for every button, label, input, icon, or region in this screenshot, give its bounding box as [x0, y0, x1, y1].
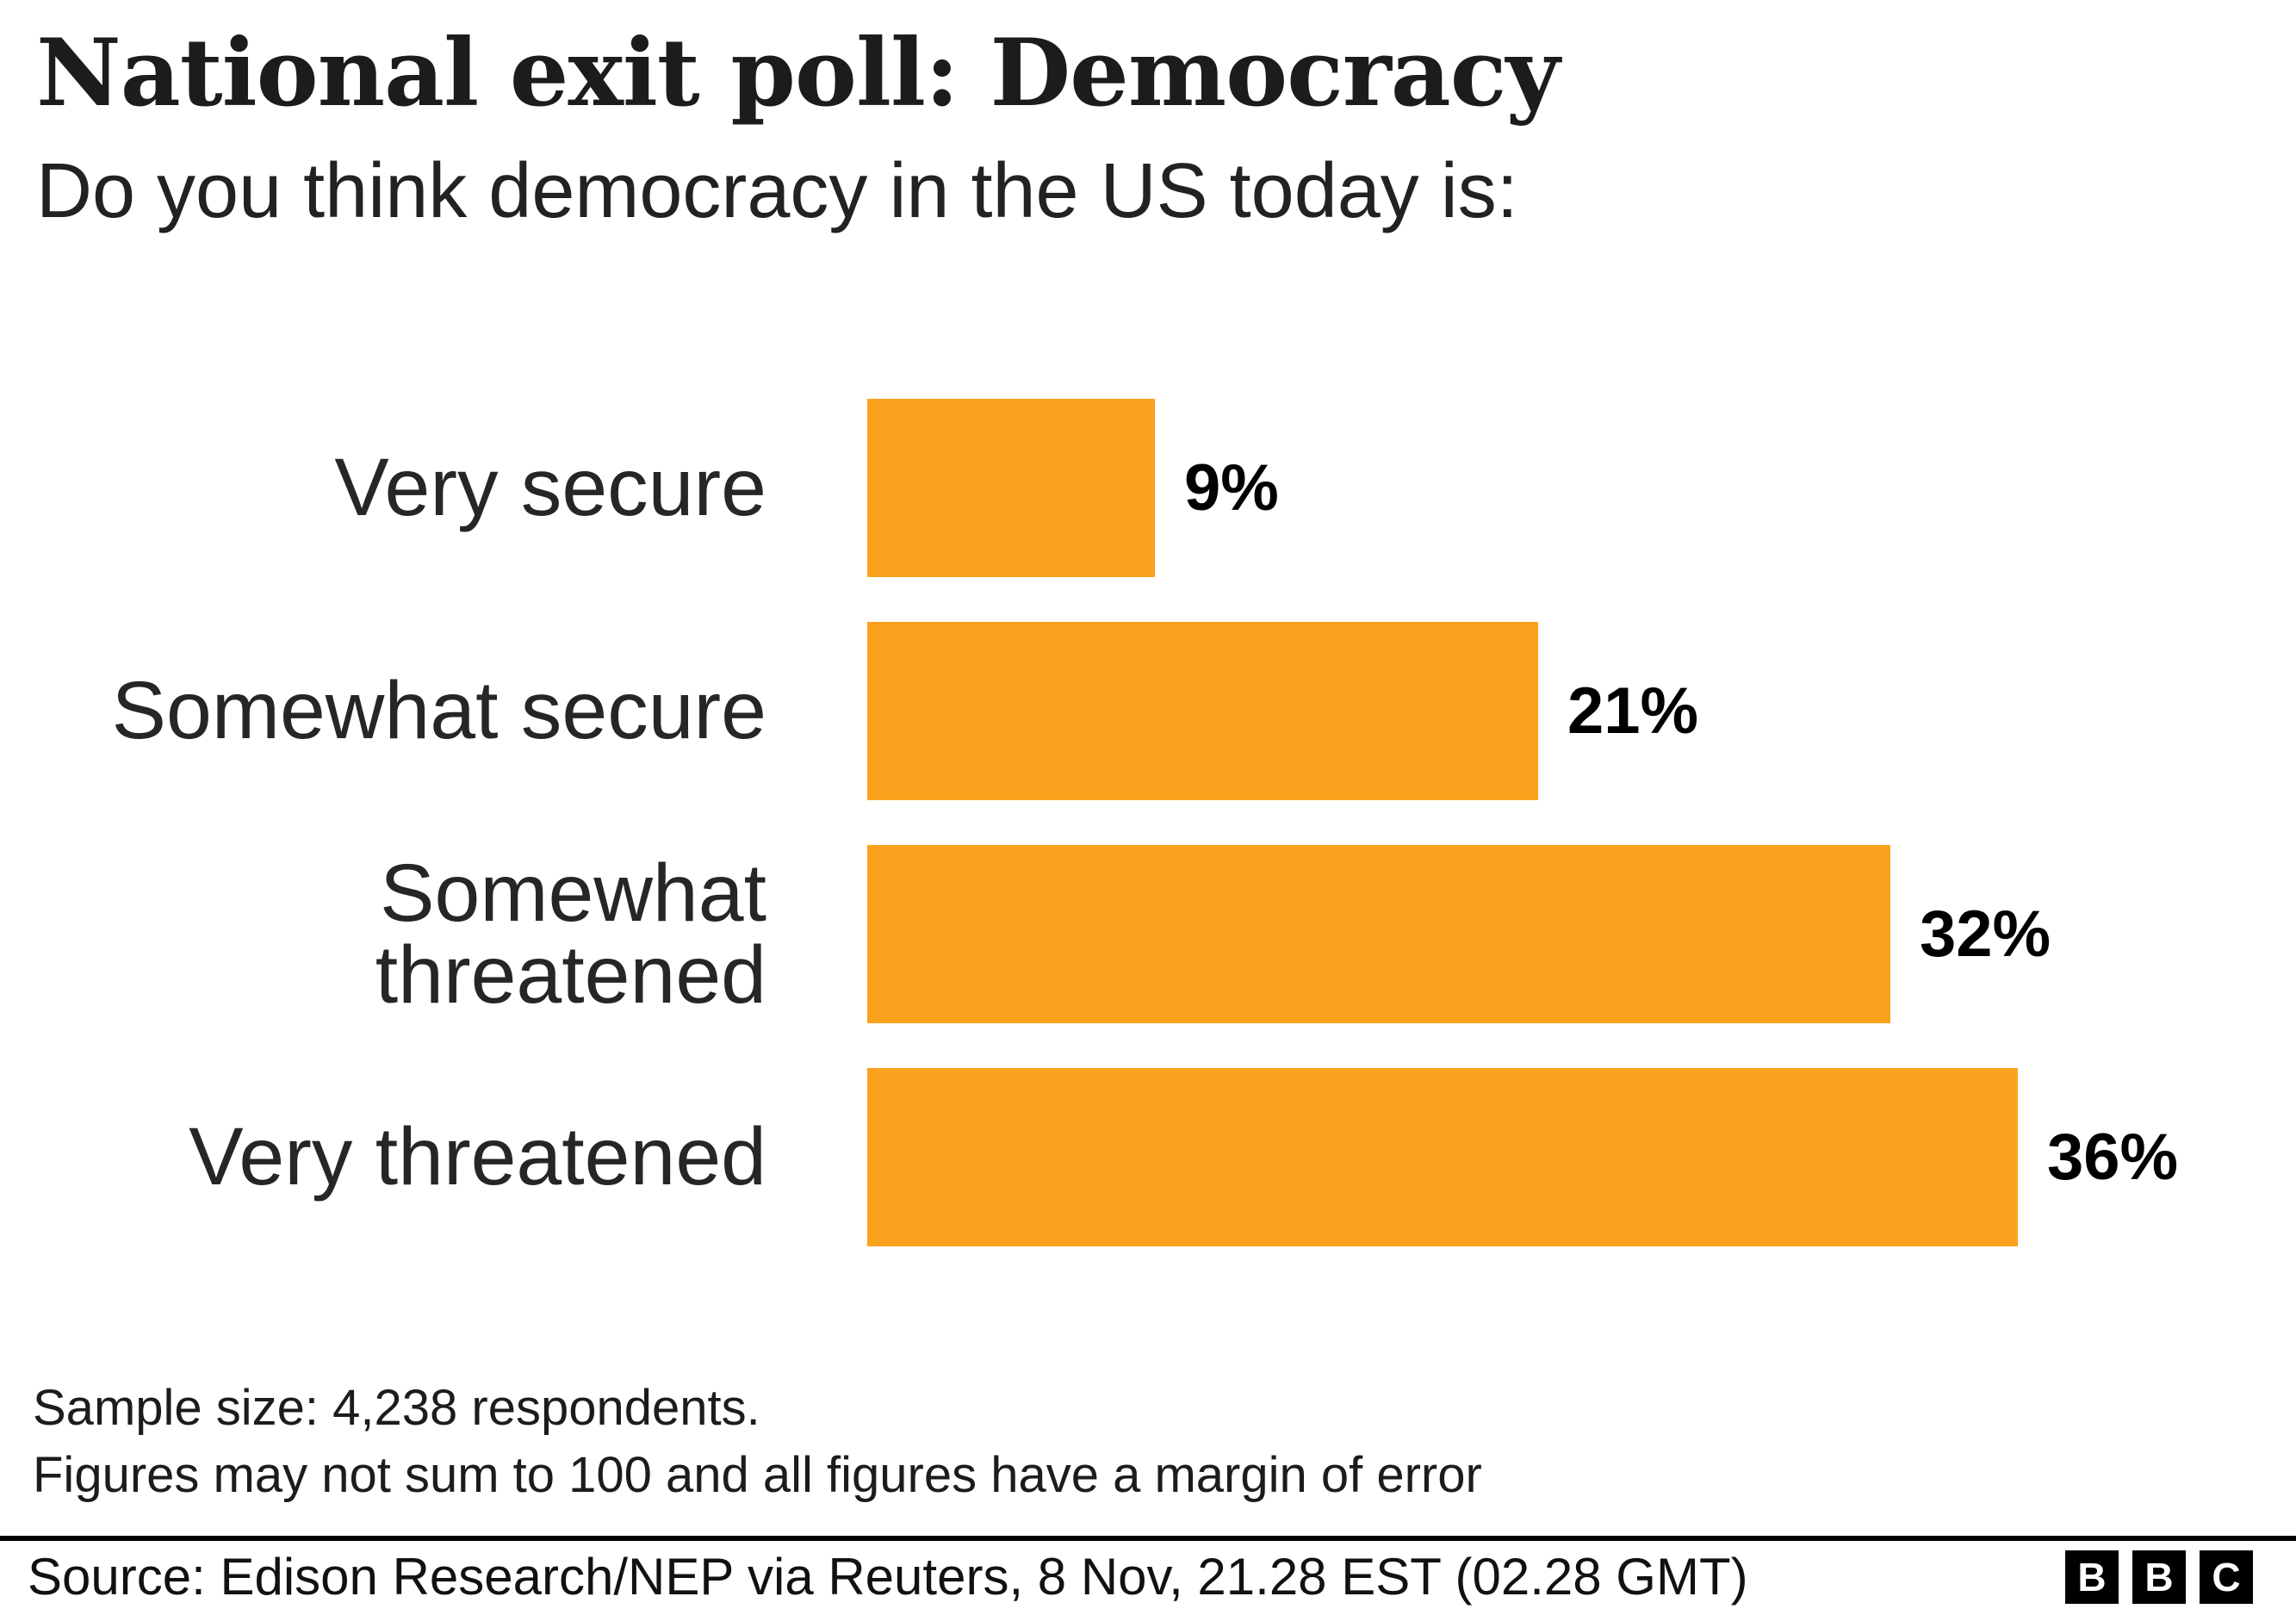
bar-category-label: Somewhat threatened [375, 847, 766, 1021]
bar-chart: Very secure 9% Somewhat secure 21% Somewhat … [0, 399, 2296, 1291]
bbc-logo-block: B [2132, 1550, 2186, 1604]
chart-title: National exit poll: Democracy [36, 19, 1560, 127]
bar-value-label: 36% [2047, 1120, 2179, 1194]
footnote-sample-size: Sample size: 4,238 respondents. [33, 1380, 760, 1436]
footnote-margin-of-error: Figures may not sum to 100 and all figur… [33, 1447, 1482, 1503]
bar-value-label: 32% [1920, 897, 2051, 971]
chart-subtitle: Do you think democracy in the US today i… [36, 148, 1518, 234]
bar-value-label: 21% [1567, 674, 1699, 748]
footnotes: Sample size: 4,238 respondents. Figures … [33, 1375, 1482, 1509]
bar-category-label: Very threatened [189, 1111, 766, 1202]
bar [867, 399, 1155, 577]
bbc-logo-block: B [2065, 1550, 2119, 1604]
divider-line [0, 1536, 2296, 1541]
source-text: Source: Edison Research/NEP via Reuters,… [28, 1548, 1748, 1606]
bar-value-label: 9% [1184, 450, 1279, 525]
bar-row: Very secure 9% [0, 399, 2296, 577]
bar-category-label: Somewhat secure [111, 665, 766, 756]
bar [867, 1068, 2018, 1246]
bar [867, 622, 1538, 800]
source-row: Source: Edison Research/NEP via Reuters,… [28, 1546, 2253, 1608]
bar-row: Somewhat threatened 32% [0, 845, 2296, 1023]
bar-category-label: Very secure [334, 442, 766, 533]
bar [867, 845, 1890, 1023]
bbc-logo-block: C [2200, 1550, 2253, 1604]
bar-row: Very threatened 36% [0, 1068, 2296, 1246]
bar-row: Somewhat secure 21% [0, 622, 2296, 800]
